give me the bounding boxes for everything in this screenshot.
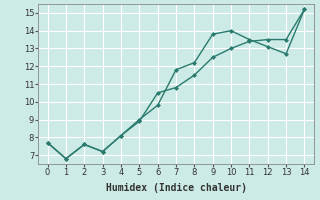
X-axis label: Humidex (Indice chaleur): Humidex (Indice chaleur) [106, 183, 246, 193]
